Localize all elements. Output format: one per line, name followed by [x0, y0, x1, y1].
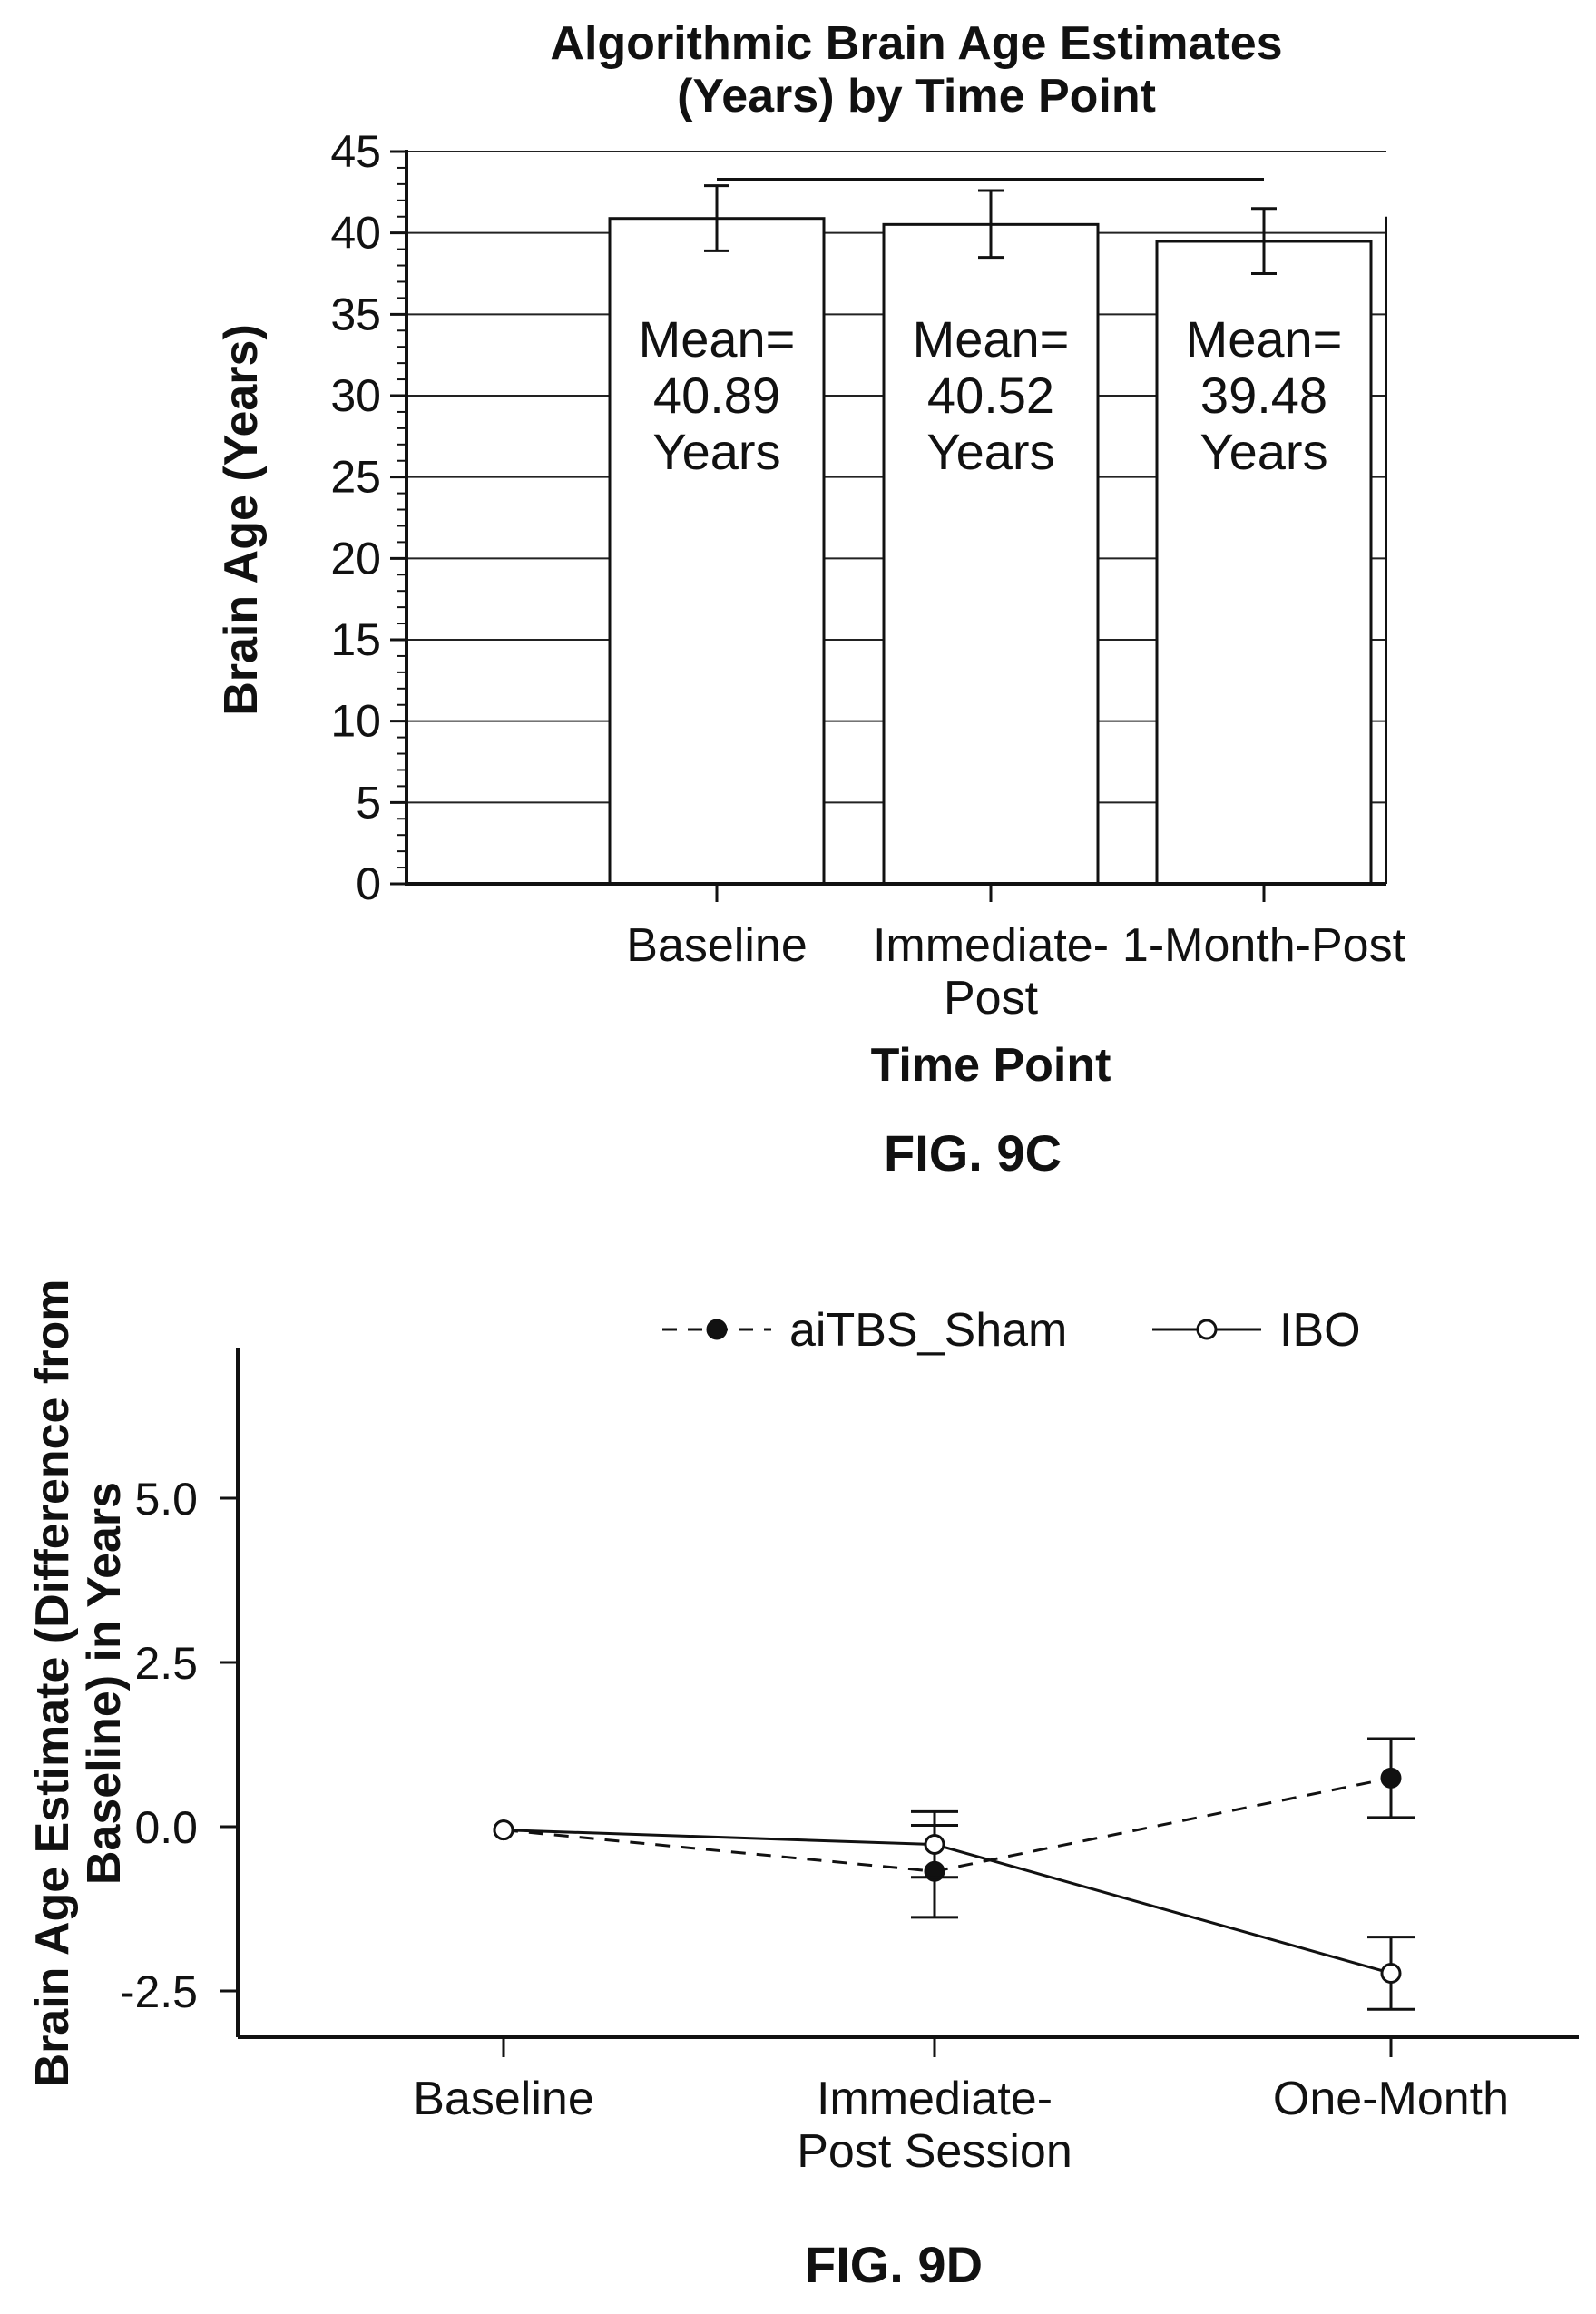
y-tick-label: 10 [330, 696, 381, 747]
y-tick-label: 5 [356, 777, 381, 828]
figure-label-9c: FIG. 9C [884, 1124, 1062, 1182]
error-bars [704, 177, 1277, 275]
bar-value-labels: Mean=40.89YearsMean=40.52YearsMean=39.48… [639, 310, 1343, 480]
bar-chart-9c: Algorithmic Brain Age Estimates (Years) … [215, 17, 1406, 1182]
bar-value-label: Mean= [1186, 310, 1343, 368]
chart-title-line-1: Algorithmic Brain Age Estimates [550, 17, 1282, 70]
legend-marker [1196, 1319, 1218, 1340]
data-point [924, 1834, 945, 1856]
data-point [1380, 1767, 1402, 1789]
bar-value-label: Mean= [913, 310, 1070, 368]
series [493, 1737, 1415, 2011]
data-point [493, 1819, 514, 1841]
x-axis-title: Time Point [871, 1039, 1111, 1092]
x-category-label: Baseline [413, 2073, 593, 2125]
bar-value-label: 39.48 [1200, 367, 1327, 424]
bar-value-label: Mean= [639, 310, 796, 368]
y-tick-label: 5.0 [134, 1474, 198, 1525]
y-tick-label: 30 [330, 370, 381, 421]
x-category-label: Baseline [626, 919, 807, 972]
line-chart-9d: aiTBS_Sham IBO -2.5 0.0 2.5 5.0 Baseline Imme… [26, 1280, 1579, 2293]
axes [390, 150, 1387, 902]
bar-value-label: Years [1199, 423, 1327, 480]
x-category-label: Immediate- [817, 2073, 1053, 2125]
bar [608, 217, 826, 886]
y-tick-labels: -2.5 0.0 2.5 5.0 [120, 1474, 198, 2017]
y-axis-title-line-2: Baseline) in Years [78, 1482, 131, 1885]
legend-label: aiTBS_Sham [789, 1304, 1067, 1357]
y-tick-labels: 0 5 10 15 20 25 30 35 40 45 [330, 126, 381, 909]
x-category-label: 1-Month-Post [1122, 919, 1406, 972]
chart-title-line-2: (Years) by Time Point [677, 70, 1156, 123]
figure-label-9d: FIG. 9D [805, 2236, 983, 2293]
x-category-labels: Baseline Immediate-Post Session One-Month [413, 2073, 1509, 2178]
y-axis-title: Brain Age (Years) [215, 324, 268, 716]
y-tick-label: 40 [330, 208, 381, 259]
bar-value-label: 40.52 [927, 367, 1054, 424]
y-tick-label: 15 [330, 614, 381, 665]
x-category-label: Post [944, 972, 1039, 1025]
y-tick-label: 0 [356, 858, 381, 909]
series-line [503, 1829, 1392, 1975]
legend: aiTBS_Sham IBO [662, 1304, 1361, 1357]
bars [608, 217, 1373, 886]
bar-value-label: 40.89 [653, 367, 780, 424]
axes [220, 1348, 1579, 2057]
x-category-label: Immediate- [873, 919, 1109, 972]
data-point [1380, 1962, 1402, 1984]
y-tick-label: 2.5 [134, 1638, 198, 1689]
y-tick-label: 25 [330, 452, 381, 503]
x-category-labels: Baseline Immediate-Post 1-Month-Post [626, 919, 1405, 1025]
y-tick-label: 35 [330, 289, 381, 339]
y-axis-title-line-1: Brain Age Estimate (Difference from [26, 1280, 79, 2088]
bar-value-label: Years [652, 423, 780, 480]
y-tick-label: -2.5 [120, 1966, 198, 2017]
x-category-label: Post Session [797, 2125, 1072, 2178]
y-tick-label: 20 [330, 533, 381, 583]
bar-value-label: Years [926, 423, 1054, 480]
y-tick-label: 45 [330, 126, 381, 177]
x-category-label: One-Month [1273, 2073, 1509, 2125]
legend-label: IBO [1279, 1304, 1361, 1357]
y-tick-label: 0.0 [134, 1802, 198, 1853]
legend-marker [706, 1319, 728, 1340]
